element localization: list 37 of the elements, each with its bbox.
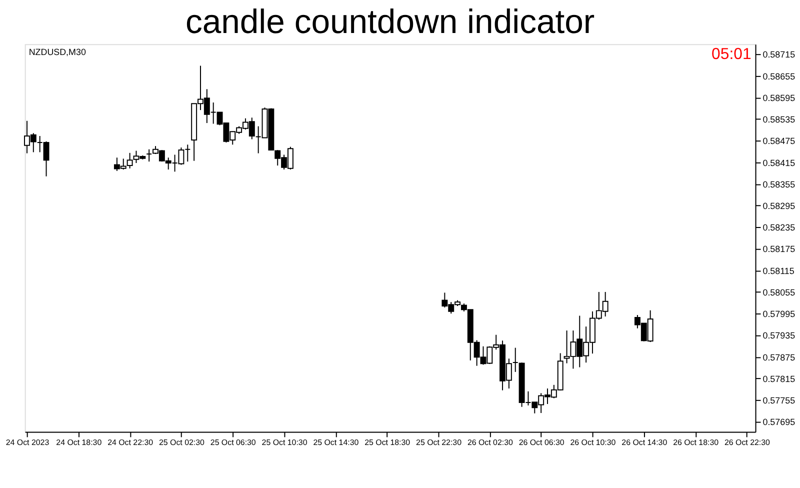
y-tick-label: 0.58355 — [762, 179, 796, 190]
y-tick-label: 0.58235 — [762, 222, 796, 233]
x-tick-label: 24 Oct 18:30 — [56, 438, 102, 448]
y-tick-label: 0.58595 — [762, 92, 796, 103]
y-tick-label: 0.58715 — [762, 50, 796, 60]
y-tick-label: 0.58475 — [762, 136, 796, 146]
y-tick-label: 0.58655 — [762, 71, 796, 82]
y-tick-label: 0.58295 — [762, 200, 796, 211]
annotation: 05:01 — [712, 46, 752, 64]
candlestick — [512, 347, 518, 372]
x-tick-label: 25 Oct 22:30 — [416, 438, 462, 448]
y-tick-label: 0.57755 — [762, 396, 796, 406]
y-tick-label: 0.58055 — [762, 287, 796, 298]
y-tick-label: 0.58415 — [762, 158, 796, 168]
x-tick-label: 26 Oct 22:30 — [724, 438, 771, 448]
y-tick-label: 0.58175 — [762, 244, 796, 254]
x-tick-label: 26 Oct 10:30 — [570, 438, 616, 448]
x-tick-label: 24 Oct 2023 — [6, 438, 50, 448]
x-tick-label: 25 Oct 14:30 — [313, 438, 360, 448]
chart-title: candle countdown indicator — [185, 3, 595, 42]
y-tick-label: 0.57815 — [762, 374, 796, 384]
x-tick-label: 25 Oct 10:30 — [262, 438, 308, 448]
y-tick-label: 0.58115 — [762, 266, 794, 276]
x-tick-label: 26 Oct 06:30 — [518, 438, 565, 448]
x-tick-label: 26 Oct 14:30 — [622, 438, 668, 448]
annotation: NZDUSD,M30 — [28, 47, 86, 58]
y-tick-label: 0.57995 — [762, 309, 796, 320]
y-tick-label: 0.57935 — [762, 330, 796, 341]
y-tick-label: 0.58535 — [762, 114, 796, 125]
x-tick-label: 26 Oct 02:30 — [467, 438, 514, 448]
y-tick-label: 0.57695 — [762, 417, 796, 428]
x-tick-label: 26 Oct 18:30 — [673, 438, 720, 448]
x-tick-label: 25 Oct 18:30 — [364, 438, 411, 448]
x-tick-label: 25 Oct 02:30 — [158, 438, 206, 448]
x-tick-label: 24 Oct 22:30 — [108, 438, 154, 448]
y-tick-label: 0.57875 — [762, 352, 796, 362]
x-tick-label: 25 Oct 06:30 — [210, 438, 256, 448]
